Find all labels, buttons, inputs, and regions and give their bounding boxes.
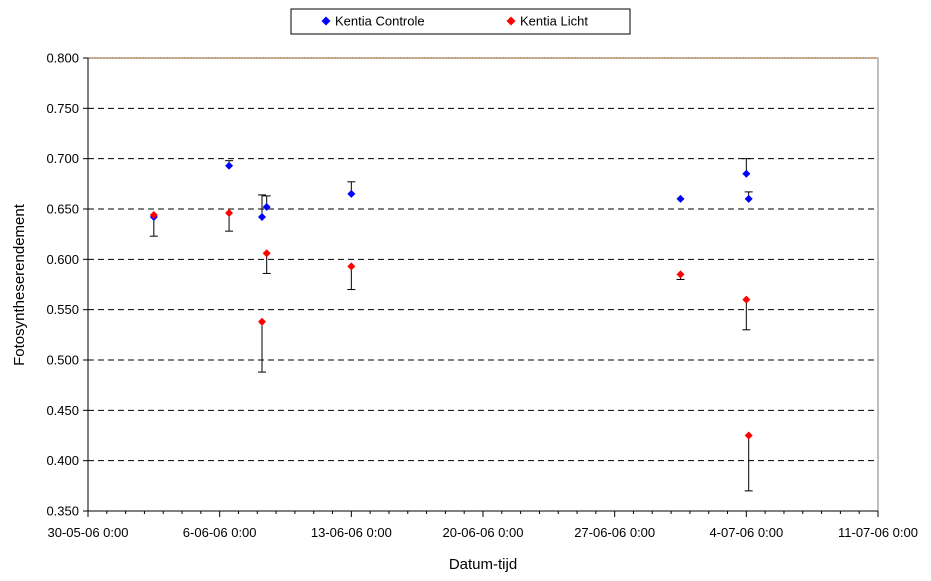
y-tick-label: 0.350 <box>46 504 79 519</box>
x-tick-label: 11-07-06 0:00 <box>838 525 918 540</box>
data-point-licht <box>676 270 685 279</box>
data-point-licht <box>742 295 751 304</box>
data-point-controle <box>257 213 266 222</box>
y-tick-label: 0.450 <box>46 403 79 418</box>
legend-marker-licht <box>506 16 516 26</box>
data-point-controle <box>347 189 356 198</box>
legend-label-controle: Kentia Controle <box>335 14 425 29</box>
data-points <box>149 161 753 440</box>
x-tick-label: 27-06-06 0:00 <box>574 525 655 540</box>
x-tick-label: 4-07-06 0:00 <box>709 525 783 540</box>
x-tick-label: 20-06-06 0:00 <box>443 525 524 540</box>
plot-area <box>87 57 879 512</box>
x-tick-label: 30-05-06 0:00 <box>48 525 129 540</box>
legend: Kentia Controle Kentia Licht <box>290 8 631 35</box>
y-tick-label: 0.550 <box>46 302 79 317</box>
data-point-controle <box>742 169 751 178</box>
y-tick-label: 0.650 <box>46 202 79 217</box>
y-axis-title: Fotosyntheserendement <box>11 203 28 366</box>
data-point-licht <box>225 209 234 218</box>
data-point-controle <box>225 161 234 170</box>
x-axis-title: Datum-tijd <box>449 556 517 573</box>
y-tick-label: 0.750 <box>46 101 79 116</box>
gridlines <box>88 57 878 462</box>
data-point-controle <box>676 194 685 203</box>
y-tick-label: 0.400 <box>46 453 79 468</box>
data-point-licht <box>744 431 753 440</box>
legend-box <box>290 8 631 35</box>
legend-marker-controle <box>321 16 331 26</box>
data-point-licht <box>347 262 356 271</box>
legend-label-licht: Kentia Licht <box>520 14 588 29</box>
y-tick-label: 0.700 <box>46 151 79 166</box>
data-point-licht <box>149 211 158 220</box>
axes: 0.350 0.400 0.450 0.500 0.550 0.600 0.650 0.700… <box>46 51 918 541</box>
y-tick-label: 0.800 <box>46 51 79 66</box>
data-point-licht <box>262 249 271 258</box>
data-point-licht <box>257 317 266 326</box>
x-tick-label: 6-06-06 0:00 <box>183 525 257 540</box>
x-tick-label: 13-06-06 0:00 <box>311 525 392 540</box>
y-tick-label: 0.500 <box>46 353 79 368</box>
data-point-controle <box>262 202 271 211</box>
y-tick-label: 0.600 <box>46 252 79 267</box>
data-point-controle <box>744 194 753 203</box>
